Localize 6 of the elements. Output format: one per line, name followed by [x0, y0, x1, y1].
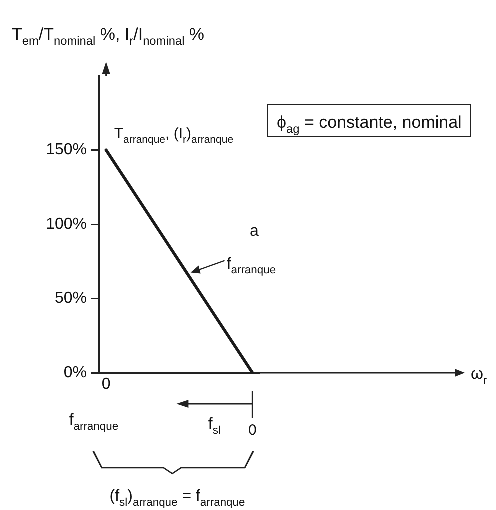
y-tick-label: 100%	[46, 216, 87, 233]
y-tick-label: 50%	[54, 290, 87, 308]
annotation: a	[250, 223, 259, 240]
text: 0	[248, 422, 257, 439]
y-tick-label: 0%	[64, 364, 87, 382]
y-tick-label: 150%	[46, 142, 87, 159]
